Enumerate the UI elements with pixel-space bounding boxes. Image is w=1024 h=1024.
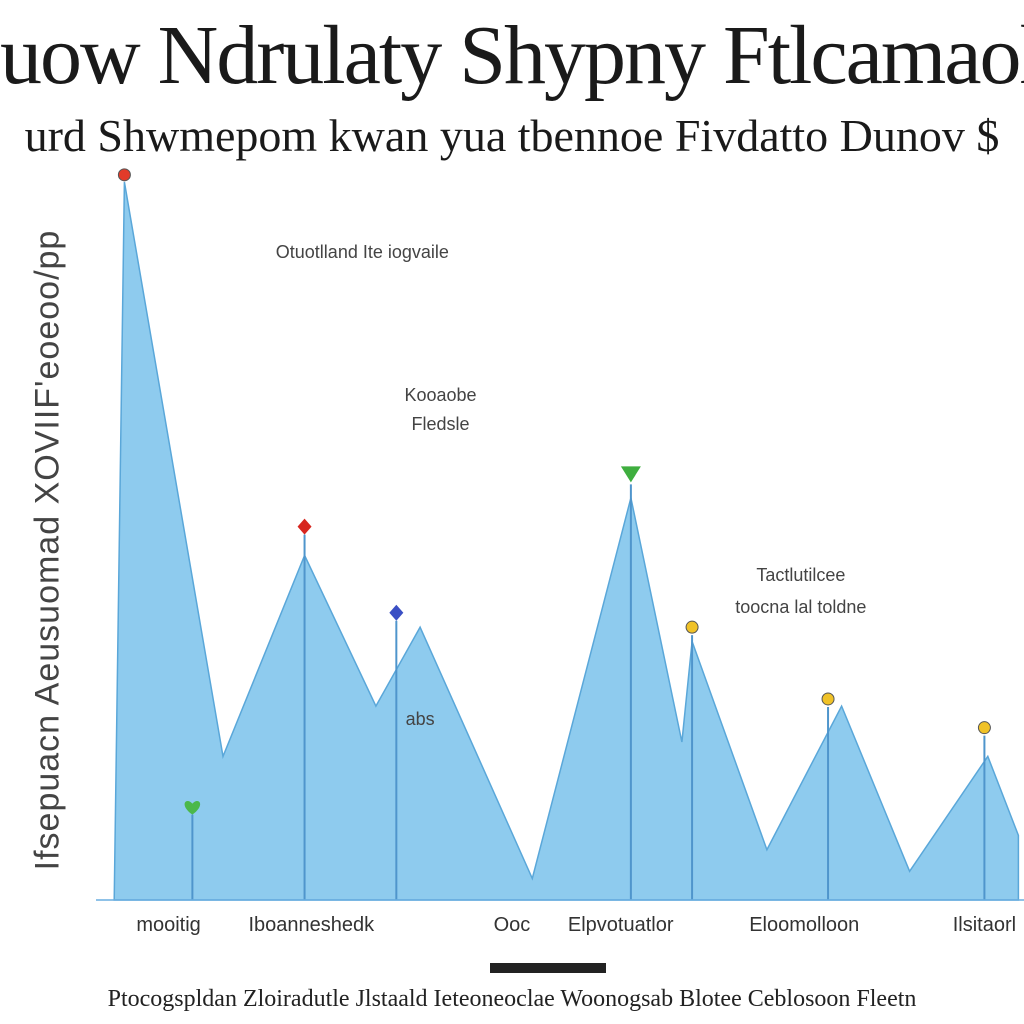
data-marker [977, 721, 991, 735]
x-tick-label: Ilsitaorl [952, 914, 1017, 936]
area-series [113, 181, 1020, 901]
data-marker [297, 518, 312, 535]
chart-footer: Ptocogspldan Zloiradutle Jlstaald Ieteon… [107, 986, 917, 1012]
x-tick-label: Eloomolloon [749, 914, 860, 936]
data-marker [389, 604, 404, 621]
x-tick-label: Iboanneshedk [248, 914, 375, 936]
data-marker [685, 620, 699, 634]
data-marker [117, 168, 131, 182]
scale-bar [490, 963, 606, 973]
chart-annotation: Tactlutilcee [756, 564, 846, 585]
chart-annotation: abs [405, 708, 435, 729]
x-tick-label: Ooc [493, 914, 531, 936]
data-marker [620, 466, 641, 483]
data-marker [184, 801, 201, 815]
x-tick-label: mooitig [136, 914, 201, 936]
x-tick-label: Elpvotuatlor [567, 914, 674, 936]
chart-title: uow Ndrulaty Shypny Ftlcamaol [0, 9, 1024, 102]
chart-annotation: Fledsle [411, 414, 470, 435]
chart-subtitle: urd Shwmepom kwan yua tbennoe Fivdatto D… [24, 110, 1000, 161]
chart-annotation: Kooaobe [404, 385, 477, 406]
chart-annotation: toocna lal toldne [735, 597, 867, 618]
chart-annotation: Otuotlland Ite iogvaile [275, 241, 449, 262]
data-marker [821, 692, 835, 706]
